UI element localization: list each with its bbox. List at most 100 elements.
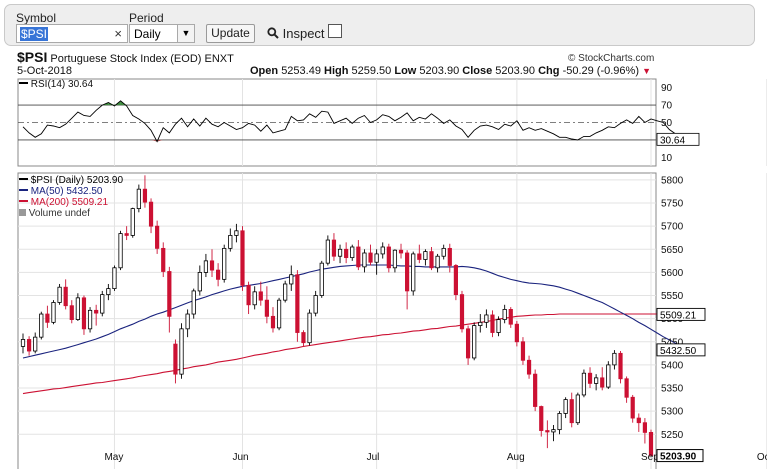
- candle-body: [520, 341, 526, 361]
- candle-body: [258, 291, 263, 301]
- candle-body: [587, 372, 593, 384]
- candle-body: [429, 251, 434, 269]
- candle-body: [216, 269, 221, 280]
- month-tick-label: Aug: [507, 452, 525, 463]
- chg-label: Chg: [538, 65, 560, 77]
- inspect-checkbox[interactable]: [328, 24, 342, 38]
- close-label: Close: [462, 65, 493, 77]
- candle-body: [380, 246, 385, 255]
- title-name: Portuguese Stock Index (EOD): [50, 53, 202, 65]
- candle-body: [398, 249, 404, 254]
- update-button[interactable]: Update: [206, 24, 255, 43]
- candle-body: [337, 248, 343, 257]
- candle-body: [234, 230, 239, 236]
- candle-body: [350, 246, 355, 259]
- candle-body: [87, 309, 93, 330]
- title-symbol: $PSI: [17, 49, 48, 65]
- candle-body: [484, 314, 489, 323]
- candle-body: [465, 328, 471, 359]
- candle-body: [252, 291, 257, 306]
- period-label: Period: [129, 11, 164, 25]
- ma50-line: [22, 264, 688, 359]
- inspect-toggle[interactable]: Inspect: [267, 26, 325, 41]
- open-label: Open: [250, 65, 279, 77]
- chevron-down-icon[interactable]: ▼: [177, 25, 194, 42]
- price-tick-label: 5600: [661, 268, 684, 279]
- candle-body: [331, 239, 337, 257]
- price-panel: [20, 175, 688, 456]
- axes: 907050301030.645800575057005650560055505…: [104, 83, 767, 463]
- rsi-oversold-fill: [157, 139, 164, 142]
- candle-body: [600, 377, 605, 388]
- candle-body: [642, 422, 648, 433]
- chg-down-icon: ▼: [642, 66, 651, 76]
- candle-body: [124, 233, 129, 236]
- symbol-input[interactable]: $PSI ×: [16, 24, 128, 43]
- rsi-tick-label: 70: [661, 101, 673, 112]
- price-frame: [17, 172, 657, 469]
- price-tick-label: 5550: [661, 291, 684, 302]
- candle-body: [453, 265, 458, 296]
- month-tick-label: Jul: [367, 452, 380, 463]
- price-tick-label: 5650: [661, 245, 684, 256]
- legend-ma50-text: MA(50) 5432.50: [30, 186, 103, 197]
- ma200-value-tag: [656, 307, 706, 321]
- candle-body: [533, 373, 538, 407]
- candle-body: [106, 288, 111, 296]
- candle-body: [246, 284, 251, 306]
- candle-body: [502, 309, 507, 320]
- candle-body: [295, 274, 300, 333]
- candle-body: [648, 432, 654, 456]
- candle-body: [344, 248, 349, 259]
- candle-body: [459, 294, 465, 330]
- chg-value: -50.29 (-0.96%): [562, 65, 639, 77]
- candle-body: [283, 283, 288, 301]
- toolbar: Symbol Period $PSI × Daily ▼ Update Insp…: [4, 4, 755, 46]
- rsi-legend-text: RSI(14) 30.64: [30, 79, 94, 90]
- price-tick-label: 5700: [661, 222, 684, 233]
- candle-body: [423, 251, 428, 260]
- copyright: © StockCharts.com: [568, 53, 655, 64]
- candle-body: [411, 253, 416, 292]
- price-tick-label: 5450: [661, 337, 684, 348]
- candle-body: [313, 295, 318, 314]
- price-tick-label: 5350: [661, 384, 684, 395]
- rsi-line: [22, 100, 688, 143]
- candle-body: [624, 378, 629, 398]
- candle-body: [20, 339, 26, 347]
- candle-body: [374, 253, 379, 263]
- candle-body: [417, 253, 422, 260]
- candle-body: [33, 336, 38, 352]
- low-label: Low: [394, 65, 417, 77]
- symbol-label: Symbol: [16, 11, 57, 25]
- candle-body: [441, 247, 446, 257]
- candle-body: [264, 299, 269, 317]
- ma200-value-label: 5509.21: [660, 310, 697, 321]
- high-value: 5259.50: [351, 65, 392, 77]
- period-select[interactable]: Daily ▼: [129, 24, 195, 43]
- candle-body: [173, 343, 178, 375]
- open-value: 5253.49: [281, 65, 321, 77]
- candle-body: [435, 255, 440, 269]
- candle-body: [148, 201, 154, 227]
- last-close-tag: [656, 449, 704, 463]
- candle-body: [551, 429, 556, 433]
- price-tick-label: 5800: [661, 175, 684, 186]
- rsi-value-tag: [656, 132, 700, 146]
- candle-body: [118, 233, 123, 269]
- legend-volume: Volume undef: [19, 208, 90, 219]
- clear-icon[interactable]: ×: [114, 26, 122, 41]
- rsi-panel: [18, 100, 688, 143]
- rsi-legend: RSI(14) 30.64: [19, 79, 93, 90]
- candle-body: [356, 246, 361, 268]
- price-tick-label: 5400: [661, 360, 684, 371]
- rsi-oversold-fill: [151, 139, 158, 142]
- inspect-label: Inspect: [282, 26, 325, 41]
- candle-body: [94, 309, 99, 314]
- candle-body: [301, 332, 306, 344]
- candle-body: [325, 239, 330, 264]
- price-swatch: [19, 178, 28, 180]
- candle-body: [155, 225, 160, 249]
- candle-body: [57, 286, 62, 303]
